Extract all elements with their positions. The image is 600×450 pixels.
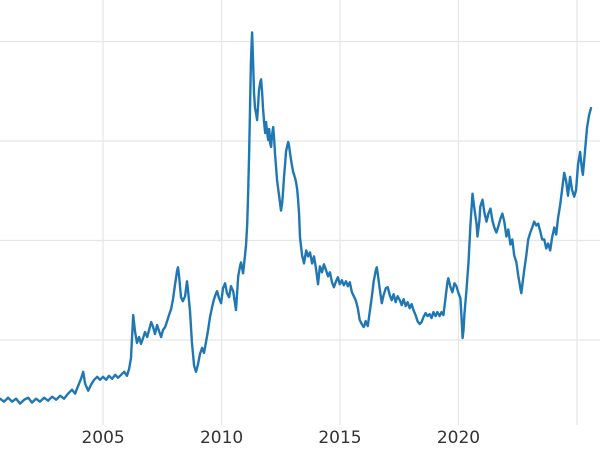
x-tick-label: 2005 bbox=[81, 428, 124, 448]
x-tick-label: 2010 bbox=[200, 428, 243, 448]
x-tick-label: 2020 bbox=[437, 428, 480, 448]
x-axis-tick-labels: 2005 2010 2015 2020 bbox=[81, 428, 480, 448]
x-tick-label: 2015 bbox=[318, 428, 361, 448]
data-series bbox=[0, 31, 593, 405]
series-line-price-series bbox=[0, 31, 593, 405]
grid-lines bbox=[0, 0, 600, 425]
